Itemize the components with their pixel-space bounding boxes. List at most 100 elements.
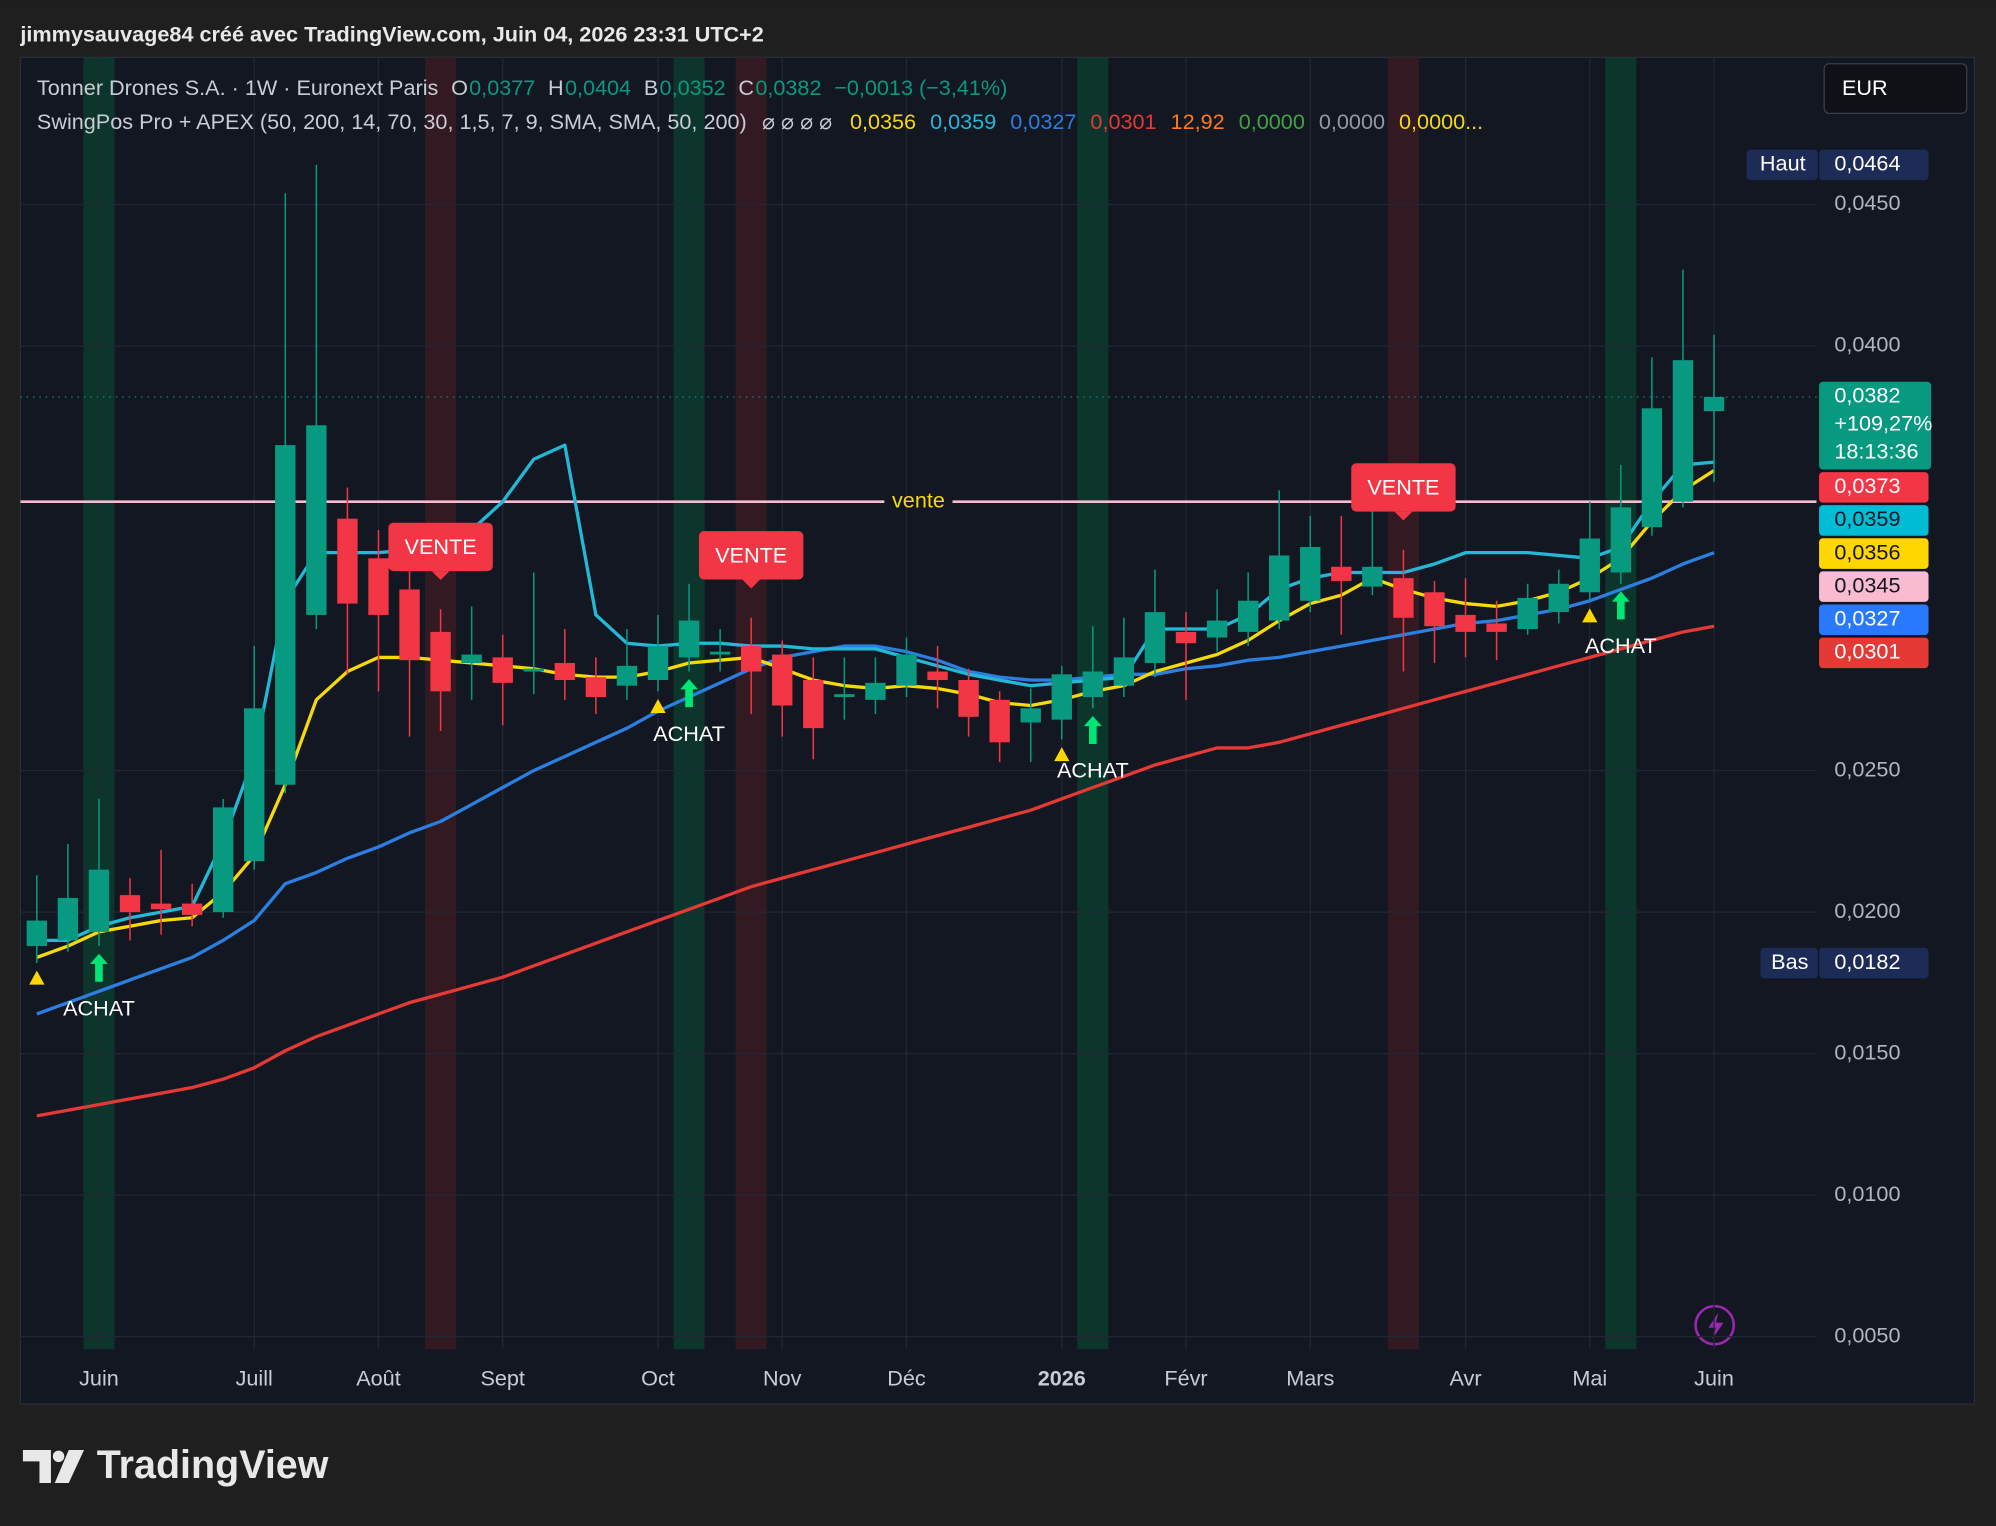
candle-body: [1610, 507, 1632, 573]
sell-band: [1387, 57, 1419, 1350]
candle-body: [616, 665, 638, 686]
candle-body: [461, 654, 482, 664]
x-tick-label: 2026: [1038, 1366, 1086, 1391]
legend-text: 0,0356: [850, 109, 916, 134]
legend-text: ⌀ ⌀ ⌀ ⌀: [762, 109, 832, 134]
trigger-marker: [650, 698, 666, 713]
buy-arrow: [1083, 715, 1102, 744]
level-line-label: vente: [892, 487, 945, 512]
candle-body: [1082, 671, 1104, 697]
candle-body: [1175, 631, 1197, 644]
candle-body: [647, 646, 669, 681]
sell-pointer: [431, 571, 450, 580]
extreme-value: 0,0182: [1834, 949, 1900, 974]
last-price-label: 0,0382: [1834, 383, 1900, 408]
y-tick-label: 0,0100: [1834, 1181, 1900, 1206]
brand-name: TradingView: [97, 1443, 329, 1487]
legend-text: 0,0301: [1090, 109, 1156, 134]
candle-body: [1269, 555, 1290, 621]
candle-body: [1579, 538, 1600, 593]
x-tick-label: Oct: [641, 1366, 675, 1391]
legend-text: 12,92: [1171, 109, 1225, 134]
candle-body: [989, 699, 1010, 743]
candle-body: [803, 680, 824, 729]
candle-body: [1703, 396, 1725, 412]
legend-text: 0,0327: [1010, 109, 1076, 134]
y-tick-label: 0,0450: [1834, 190, 1900, 215]
candle-body: [1300, 546, 1321, 601]
candle-body: [150, 903, 172, 910]
candle-body: [896, 654, 917, 686]
currency-label[interactable]: EUR: [1842, 75, 1888, 100]
legend-text: SwingPos Pro + APEX (50, 200, 14, 70, 30…: [37, 109, 747, 134]
candle-body: [275, 445, 296, 785]
price-badge: [1819, 637, 1929, 669]
legend-text: H: [548, 75, 564, 100]
extreme-tag-bg: [1746, 149, 1818, 181]
buy-arrow: [1611, 591, 1630, 620]
candle-body: [741, 646, 762, 672]
price-badge-label: 0,0345: [1834, 572, 1900, 597]
buy-label: ACHAT: [63, 995, 135, 1020]
candle-body: [244, 708, 265, 862]
sell-label: VENTE: [405, 534, 477, 559]
sell-label: VENTE: [1367, 474, 1439, 499]
sell-box: [698, 531, 804, 580]
buy-arrow: [90, 953, 108, 982]
sell-pointer: [1394, 511, 1413, 521]
tradingview-logo: [22, 1449, 85, 1484]
legend-text: 0,0404: [565, 75, 631, 100]
legend-text: O: [451, 75, 468, 100]
price-badge-label: 0,0359: [1834, 506, 1900, 531]
legend-text: 0,0377: [469, 75, 535, 100]
candle-body: [399, 589, 420, 661]
x-tick-label: Juin: [79, 1366, 119, 1391]
y-tick-label: 0,0400: [1834, 332, 1900, 357]
candle-body: [1641, 408, 1663, 528]
price-badge: [1819, 604, 1929, 636]
candle-body: [1672, 360, 1694, 502]
candle-body: [1486, 623, 1507, 632]
candle-body: [709, 651, 731, 655]
candle-body: [1051, 674, 1072, 720]
candle-body: [1144, 612, 1166, 664]
trigger-marker: [29, 970, 45, 985]
candle-body: [1393, 578, 1414, 618]
candle-body: [368, 558, 389, 615]
y-tick-label: 0,0050: [1834, 1322, 1900, 1347]
legend-text: 0,0352: [660, 75, 726, 100]
candle-body: [865, 682, 886, 700]
x-tick-label: Juin: [1694, 1366, 1734, 1391]
price-badge-label: 0,0301: [1834, 639, 1900, 664]
x-tick-label: Déc: [887, 1366, 926, 1391]
candle-body: [306, 425, 327, 615]
candle-body: [958, 680, 979, 717]
legend-text: C: [738, 75, 754, 100]
legend-text: Tonner Drones S.A. · 1W · Euronext Paris: [37, 75, 439, 100]
last-price-countdown: 18:13:36: [1834, 439, 1918, 464]
candle-body: [181, 903, 203, 915]
candle-body: [337, 518, 358, 604]
candle-body: [88, 869, 110, 932]
sell-box: [1351, 463, 1456, 512]
candle-body: [554, 663, 576, 681]
currency-button[interactable]: [1823, 63, 1968, 114]
x-tick-label: Avr: [1450, 1366, 1482, 1391]
legend-text: B: [644, 75, 658, 100]
extreme-tag-bg: [1760, 947, 1818, 979]
buy-label: ACHAT: [1585, 633, 1657, 658]
extreme-value-bg: [1819, 149, 1929, 181]
legend-text: 0,0000...: [1399, 109, 1483, 134]
buy-label: ACHAT: [653, 721, 725, 746]
y-tick-label: 0,0200: [1834, 898, 1900, 923]
candle-body: [585, 677, 607, 697]
overlay: Tonner Drones S.A. · 1W · Euronext Paris…: [37, 75, 1932, 1391]
last-price-badge: [1819, 381, 1932, 470]
price-badge: [1819, 505, 1929, 536]
alert-icon[interactable]: [1694, 1304, 1736, 1346]
plot-area: vente ACHAT ACHAT ACHAT ACHAT VENTE VENTE VENTE: [20, 57, 1817, 1350]
legend-text: 0,0382: [755, 75, 821, 100]
extreme-tag: Bas: [1771, 949, 1808, 974]
candle-body: [1362, 566, 1383, 587]
